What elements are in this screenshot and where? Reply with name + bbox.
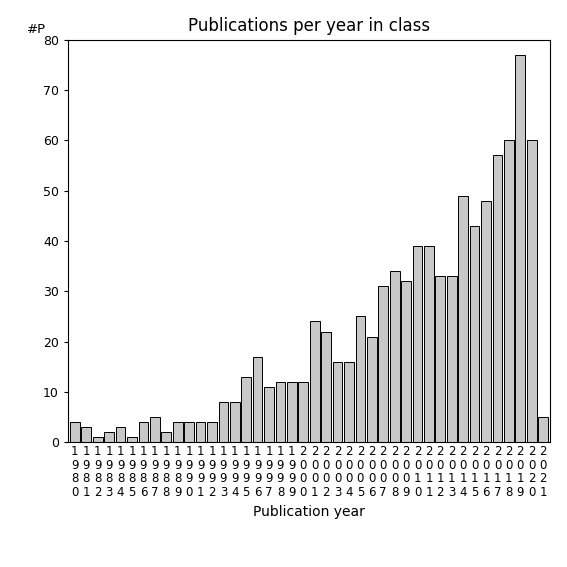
Bar xyxy=(413,246,422,442)
Bar xyxy=(207,422,217,442)
Bar xyxy=(367,337,376,442)
Bar xyxy=(504,141,514,442)
Text: #P: #P xyxy=(27,23,46,36)
Bar xyxy=(321,332,331,442)
Bar xyxy=(298,382,308,442)
Bar xyxy=(276,382,285,442)
Bar xyxy=(82,427,91,442)
Bar xyxy=(356,316,365,442)
Bar xyxy=(515,55,525,442)
Bar xyxy=(162,432,171,442)
Bar xyxy=(230,402,240,442)
Bar xyxy=(424,246,434,442)
Bar xyxy=(333,362,342,442)
Bar xyxy=(173,422,183,442)
Bar xyxy=(287,382,297,442)
Bar xyxy=(538,417,548,442)
Bar xyxy=(116,427,125,442)
Bar xyxy=(378,286,388,442)
Bar xyxy=(196,422,205,442)
Bar xyxy=(184,422,194,442)
Bar xyxy=(481,201,491,442)
Bar xyxy=(390,271,400,442)
Bar xyxy=(435,276,445,442)
Bar xyxy=(127,437,137,442)
X-axis label: Publication year: Publication year xyxy=(253,506,365,519)
Bar xyxy=(253,357,263,442)
Bar xyxy=(310,321,320,442)
Bar xyxy=(104,432,114,442)
Bar xyxy=(401,281,411,442)
Bar xyxy=(264,387,274,442)
Bar xyxy=(527,141,536,442)
Bar xyxy=(218,402,228,442)
Bar xyxy=(150,417,160,442)
Bar xyxy=(458,196,468,442)
Title: Publications per year in class: Publications per year in class xyxy=(188,18,430,35)
Bar xyxy=(138,422,148,442)
Bar xyxy=(242,377,251,442)
Bar xyxy=(493,155,502,442)
Bar xyxy=(470,226,480,442)
Bar xyxy=(93,437,103,442)
Bar xyxy=(344,362,354,442)
Bar xyxy=(70,422,80,442)
Bar xyxy=(447,276,456,442)
